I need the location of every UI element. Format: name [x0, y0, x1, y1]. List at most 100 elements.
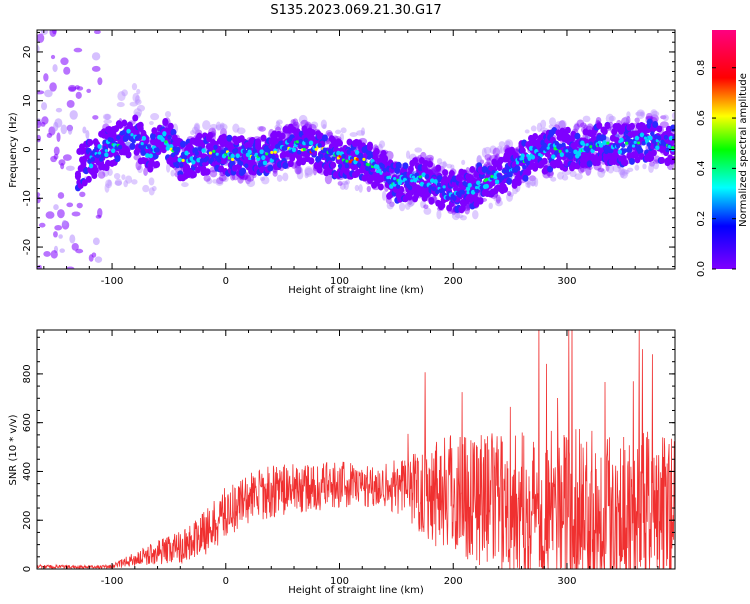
- spectrogram-peak: [97, 151, 102, 155]
- spectrogram-cell: [179, 162, 184, 168]
- y-tick-label: 600: [22, 413, 33, 432]
- spectrogram-cell: [506, 190, 512, 197]
- spectrogram-cell: [87, 159, 92, 164]
- spectrogram-cell: [194, 123, 200, 132]
- spectrogram-cell: [209, 169, 218, 178]
- spectrogram-cell: [282, 172, 289, 182]
- spectrogram-cell: [121, 119, 128, 127]
- spectrogram-cell: [619, 137, 624, 143]
- spectrogram-cell: [524, 129, 530, 134]
- spectrogram-cell: [150, 132, 156, 140]
- spectrogram-cell: [472, 210, 479, 220]
- spectrogram-cell: [495, 194, 501, 204]
- spectrogram-cell: [67, 124, 73, 135]
- spectrogram-cell: [412, 177, 418, 183]
- spectrogram-cell: [258, 126, 266, 132]
- spectrogram-cell: [216, 177, 224, 185]
- spectrogram-cell: [354, 150, 360, 155]
- spectrogram-cell: [278, 140, 283, 146]
- spectrogram-cell: [602, 140, 607, 145]
- spectrogram-cell: [336, 150, 341, 156]
- spectrogram-cell: [160, 146, 167, 154]
- spectrogram-cell: [282, 162, 289, 170]
- spectrogram-cell: [151, 185, 157, 192]
- spectrogram-cell: [626, 167, 634, 173]
- spectrogram-cell: [148, 177, 155, 186]
- spectrogram-cell: [515, 179, 522, 187]
- spectrogram-cell: [340, 127, 347, 134]
- spectrogram-cell: [215, 124, 225, 131]
- spectrogram-cell: [191, 126, 199, 134]
- spectrogram-cell: [660, 115, 667, 120]
- spectrogram-cell: [131, 138, 136, 144]
- spectrogram-cell: [640, 111, 645, 117]
- spectrogram-cell: [427, 160, 434, 168]
- spectrogram-cell: [211, 127, 216, 133]
- spectrogram-cell: [601, 128, 608, 136]
- spectrogram-cell: [436, 182, 442, 188]
- spectrogram-cell: [440, 188, 445, 193]
- spectrogram-cell: [294, 164, 302, 175]
- spectrogram-cell: [648, 154, 655, 162]
- spectrogram-cell: [255, 138, 262, 146]
- spectrogram-cell: [216, 157, 222, 163]
- spectrogram-cell: [623, 116, 630, 123]
- spectrogram-cell: [67, 84, 77, 93]
- spectrogram-cell: [354, 184, 360, 192]
- spectrogram-cell: [356, 162, 362, 168]
- spectrogram-peak: [265, 152, 269, 156]
- spectrogram-cell: [525, 160, 530, 166]
- spectrogram-cell: [261, 155, 266, 161]
- spectrogram-cell: [201, 148, 206, 153]
- spectrogram-cell: [653, 134, 658, 139]
- spectrogram-cell: [220, 122, 225, 129]
- spectrogram-cell: [477, 197, 484, 205]
- spectrogram-cell: [573, 122, 580, 131]
- spectrogram-cell: [286, 138, 292, 144]
- spectrogram-peak: [411, 175, 416, 179]
- spectrogram-peak: [667, 144, 671, 149]
- spectrogram-cell: [190, 170, 197, 178]
- spectrogram-cell: [60, 57, 69, 66]
- spectrogram-cell: [202, 120, 211, 131]
- spectrogram-cell: [184, 150, 189, 156]
- y-tick-label: 0: [22, 146, 33, 152]
- spectrogram-cell: [270, 142, 277, 150]
- spectrogram-cell: [132, 114, 139, 122]
- spectrogram-cell: [420, 200, 427, 209]
- spectrogram-cell: [662, 114, 669, 122]
- spectrogram-cell: [493, 196, 502, 202]
- spectrogram-cell: [126, 128, 131, 134]
- spectrogram-cell: [50, 250, 58, 259]
- spectrogram-cell: [147, 165, 154, 173]
- spectrogram-cell: [104, 113, 111, 120]
- spectrogram-cell: [528, 175, 536, 182]
- spectrogram-cell: [648, 163, 654, 173]
- spectrogram-cell: [635, 111, 644, 117]
- spectrogram-peak: [345, 159, 349, 163]
- spectrogram-cell: [60, 124, 68, 135]
- spectrogram-cell: [345, 179, 350, 185]
- spectrogram-peak: [130, 133, 134, 137]
- spectrogram-peak: [515, 161, 520, 165]
- spectrogram-cell: [244, 163, 249, 169]
- spectrogram-cell: [496, 145, 503, 154]
- spectrogram-peak: [270, 150, 274, 155]
- spectrogram-peak: [314, 147, 318, 151]
- spectrogram-cell: [129, 101, 138, 107]
- x-tick-label: 200: [444, 576, 463, 587]
- snr-y-ticks: 0 200 400 600 800: [22, 336, 675, 572]
- spectrogram-peak: [442, 185, 446, 189]
- spectrogram-cell: [129, 142, 136, 150]
- snr-panel: -100 0 100 200 300 0 200 400 600 800 Height of s…: [8, 329, 676, 596]
- spectrogram-cell: [603, 149, 609, 155]
- spectrogram-cell: [105, 179, 113, 189]
- spectrogram-cell: [339, 182, 346, 190]
- spectrogram-cell: [246, 178, 256, 188]
- spectrogram-cell: [308, 140, 314, 146]
- spectrogram-cell: [123, 180, 128, 188]
- spectrogram-cell: [79, 191, 86, 198]
- spectrogram-cell: [145, 153, 150, 158]
- spectrogram-cell: [642, 163, 647, 170]
- spectrogram-marks: [37, 30, 675, 269]
